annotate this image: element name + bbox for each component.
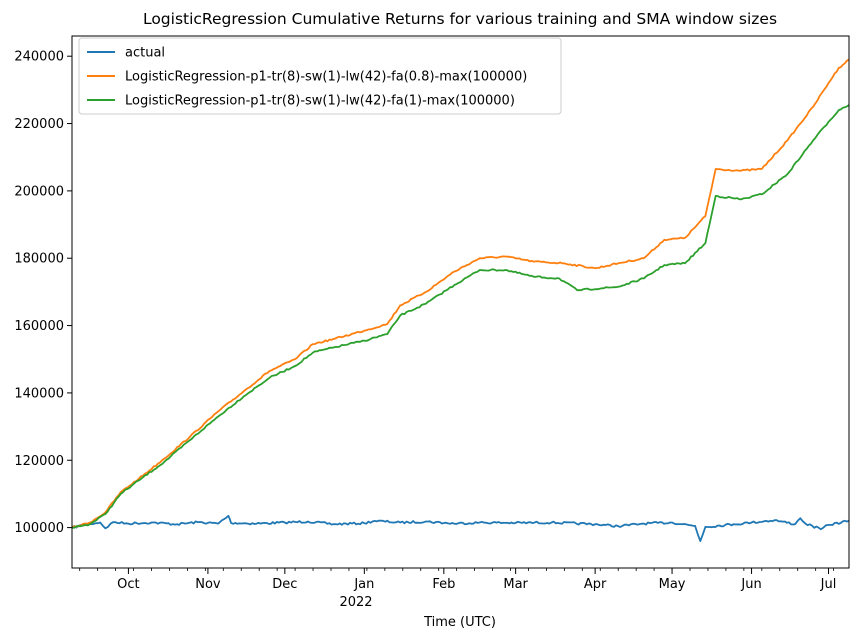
x-tick-label: Dec <box>272 577 297 592</box>
x-axis-title: Time (UTC) <box>423 615 496 630</box>
y-tick-label: 160000 <box>14 319 64 334</box>
y-tick-label: 120000 <box>14 454 64 469</box>
x-tick-label: Jul <box>820 577 837 592</box>
legend-box <box>78 37 562 115</box>
x-axis: Oct Nov Dec Jan Feb Mar Apr May Jun Jul <box>79 568 837 592</box>
x-tick-label: Jan <box>353 577 374 592</box>
x-tick-label: May <box>659 577 686 592</box>
x-tick-label: Apr <box>584 577 607 592</box>
series-line-fa-0-8 <box>71 58 850 529</box>
x-tick-label: Jun <box>740 577 761 592</box>
y-tick-label: 180000 <box>14 252 64 267</box>
y-tick-label: 140000 <box>14 386 64 401</box>
x-tick-label: Nov <box>195 577 221 592</box>
x-axis-year-label: 2022 <box>339 595 372 610</box>
legend: actual LogisticRegression-p1-tr(8)-sw(1)-… <box>78 37 562 115</box>
plot-area <box>71 35 850 569</box>
x-tick-label: Mar <box>503 577 528 592</box>
x-tick-label: Oct <box>117 577 139 592</box>
legend-label: LogisticRegression-p1-tr(8)-sw(1)-lw(42)… <box>125 70 527 85</box>
y-tick-label: 240000 <box>14 50 64 65</box>
series-line-actual <box>71 514 850 542</box>
y-tick-label: 220000 <box>14 117 64 132</box>
y-tick-label: 100000 <box>14 521 64 536</box>
legend-label: actual <box>125 46 165 61</box>
chart-title: LogisticRegression Cumulative Returns fo… <box>143 10 777 28</box>
plot-frame <box>71 35 850 569</box>
y-axis: 100000 120000 140000 160000 180000 200000 2200… <box>14 50 72 536</box>
series-line-fa-1 <box>71 104 850 529</box>
y-tick-label: 200000 <box>14 184 64 199</box>
legend-label: LogisticRegression-p1-tr(8)-sw(1)-lw(42)… <box>125 94 515 109</box>
x-tick-label: Feb <box>432 577 455 592</box>
